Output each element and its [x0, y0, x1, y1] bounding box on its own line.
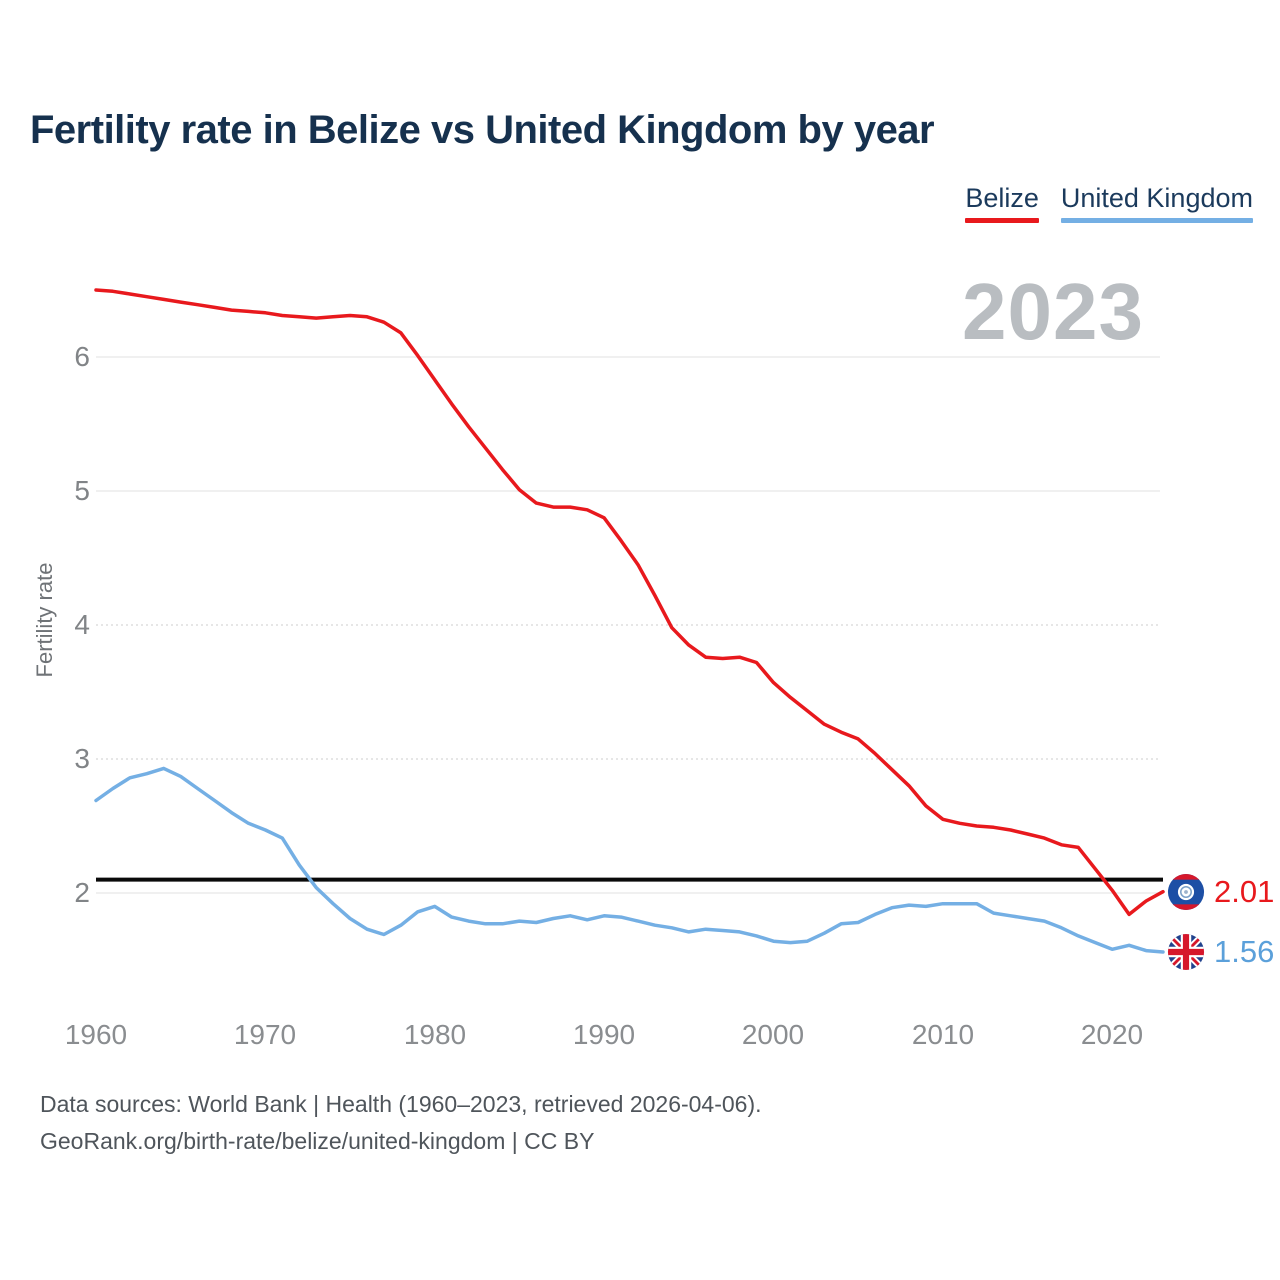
x-tick-2000: 2000 [741, 1019, 805, 1050]
y-tick-6: 6 [74, 341, 90, 372]
y-tick-3: 3 [74, 743, 90, 774]
end-label-united-kingdom: 1.56 [1167, 933, 1274, 971]
legend-swatch-united-kingdom [1060, 218, 1253, 223]
footer-attribution: GeoRank.org/birth-rate/belize/united-kin… [40, 1128, 595, 1154]
uk-flag-icon [1167, 933, 1205, 971]
footer-sources: Data sources: World Bank | Health (1960–… [40, 1091, 762, 1117]
x-tick-1980: 1980 [403, 1019, 467, 1050]
end-label-belize: 2.01 [1167, 873, 1274, 911]
legend-item-united-kingdom[interactable]: United Kingdom [1060, 183, 1253, 223]
plot-area [94, 288, 1165, 954]
x-tick-2020: 2020 [1080, 1019, 1144, 1050]
x-tick-1960: 1960 [64, 1019, 128, 1050]
legend-label-united-kingdom: United Kingdom [1060, 183, 1253, 213]
page-title: Fertility rate in Belize vs United Kingd… [30, 108, 935, 152]
y-tick-4: 4 [74, 609, 90, 640]
end-value-belize: 2.01 [1214, 874, 1275, 909]
legend: Belize United Kingdom [965, 183, 1253, 223]
y-tick-2: 2 [74, 877, 90, 908]
x-tick-1990: 1990 [572, 1019, 636, 1050]
legend-swatch-belize [965, 218, 1039, 223]
legend-label-belize: Belize [965, 183, 1039, 213]
x-tick-1970: 1970 [233, 1019, 297, 1050]
end-value-united-kingdom: 1.56 [1214, 934, 1275, 969]
footer: Data sources: World Bank | Health (1960–… [40, 1086, 762, 1160]
year-watermark: 2023 [962, 267, 1144, 356]
x-tick-2010: 2010 [911, 1019, 975, 1050]
legend-item-belize[interactable]: Belize [965, 183, 1039, 223]
belize-flag-icon [1167, 873, 1205, 911]
y-tick-5: 5 [74, 475, 90, 506]
